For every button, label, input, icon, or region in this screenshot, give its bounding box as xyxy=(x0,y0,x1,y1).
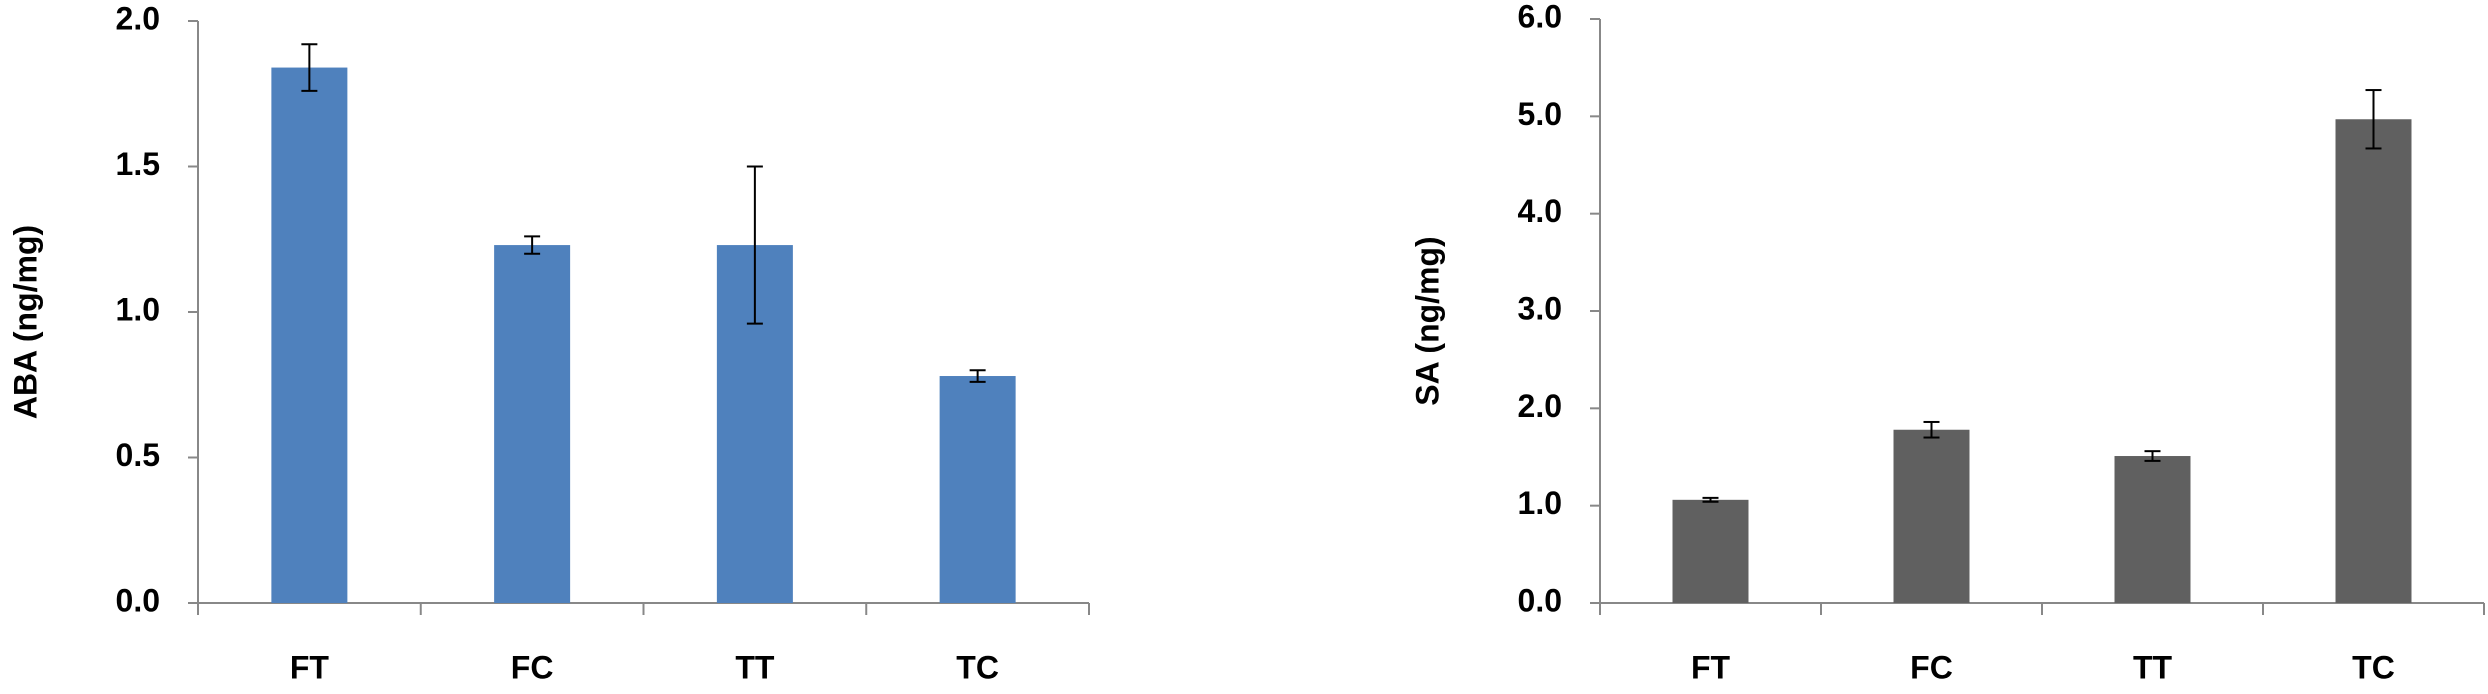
bar xyxy=(939,376,1016,603)
bar xyxy=(2114,456,2191,603)
y-tick-label: 2.0 xyxy=(1518,388,1562,424)
y-tick-label: 0.0 xyxy=(1518,582,1562,618)
x-tick-label: FT xyxy=(290,649,330,685)
x-tick-label: TC xyxy=(2352,649,2395,685)
y-tick-label: 0.0 xyxy=(116,582,160,618)
y-tick-label: 6.0 xyxy=(1518,0,1562,34)
bar xyxy=(494,245,571,603)
x-tick-label: FC xyxy=(511,649,554,685)
bar xyxy=(1672,499,1749,603)
x-tick-label: TC xyxy=(956,649,999,685)
bar xyxy=(1893,429,1970,603)
y-tick-label: 3.0 xyxy=(1518,290,1562,326)
y-tick-label: 4.0 xyxy=(1518,193,1562,229)
x-tick-label: TT xyxy=(735,649,775,685)
y-axis-label: SA (ng/mg) xyxy=(1409,236,1445,405)
x-tick-label: FT xyxy=(1691,649,1731,685)
y-tick-label: 0.5 xyxy=(116,437,160,473)
x-tick-label: FC xyxy=(1910,649,1953,685)
y-tick-label: 1.0 xyxy=(116,291,160,327)
y-tick-label: 1.5 xyxy=(116,146,160,182)
bar xyxy=(2335,119,2412,604)
y-tick-label: 5.0 xyxy=(1518,96,1562,132)
bar xyxy=(271,67,348,603)
x-tick-label: TT xyxy=(2133,649,2173,685)
y-tick-label: 2.0 xyxy=(116,0,160,36)
y-tick-label: 1.0 xyxy=(1518,485,1562,521)
y-axis-label: ABA (ng/mg) xyxy=(7,225,43,419)
